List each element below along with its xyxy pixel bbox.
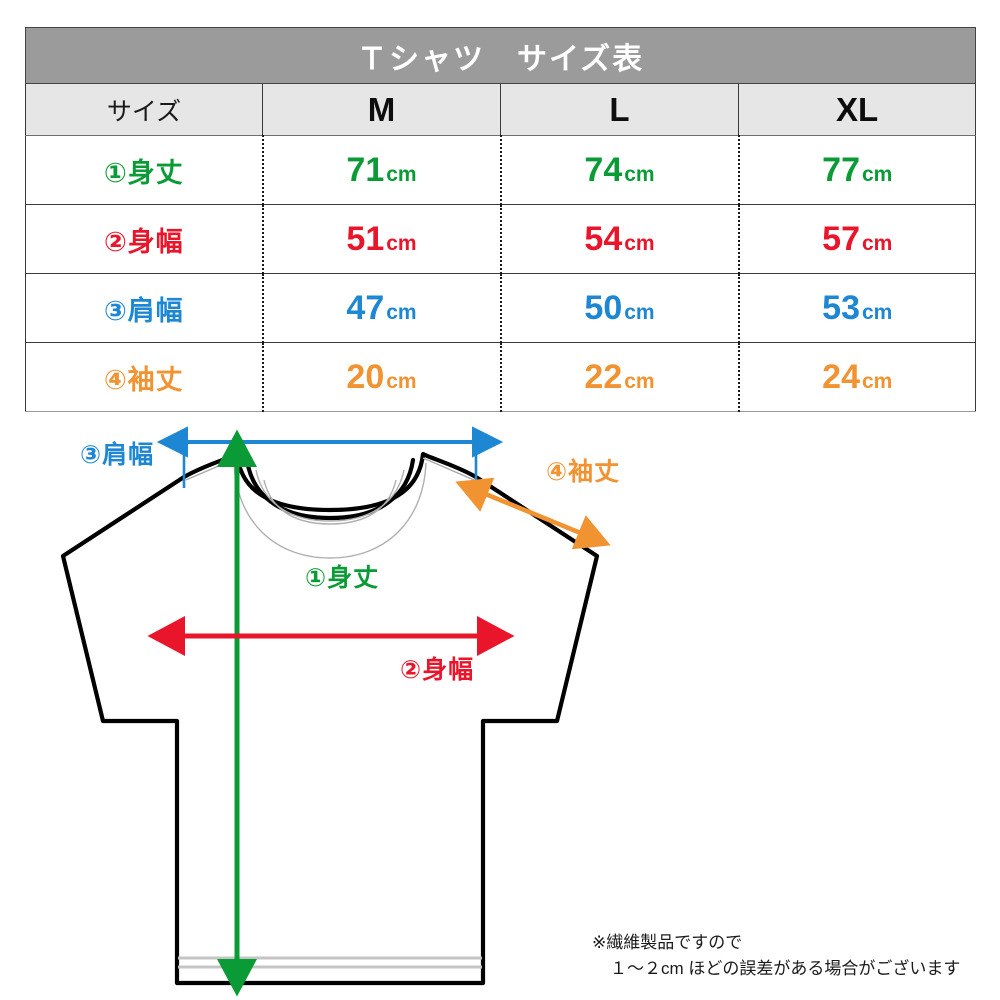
table-row: ①身丈 71cm 74cm 77cm: [25, 135, 977, 205]
value-cell-length-l: 74cm: [500, 135, 740, 205]
value-unit: cm: [624, 300, 655, 324]
value-cell-width-l: 54cm: [500, 204, 740, 274]
measure-name-shoulder: ③肩幅: [103, 295, 184, 326]
value-unit: cm: [386, 369, 417, 393]
value-cell-width-xl: 57cm: [738, 204, 977, 274]
value-number: 77: [822, 150, 860, 189]
value-number: 51: [346, 219, 385, 258]
value-unit: cm: [624, 162, 655, 186]
footnote-line-2: １〜２cm ほどの誤差がある場合がございます: [610, 959, 961, 979]
row-name-cell: ③肩幅: [25, 273, 264, 343]
value-number: 71: [346, 150, 385, 189]
sleeve-length-measure-arrow: [455, 477, 611, 550]
measure-name-length: ①身丈: [103, 157, 184, 188]
value-number: 54: [584, 219, 623, 258]
value-cell-sleeve-m: 20cm: [262, 342, 502, 412]
value-number: 24: [822, 357, 860, 396]
size-chart-table: Ｔシャツ サイズ表 サイズ M L XL ①身丈 71cm: [24, 27, 977, 412]
value-unit: cm: [624, 369, 655, 393]
collar-rib: [244, 457, 416, 521]
value-unit: cm: [862, 162, 893, 186]
header-cell-size-l: L: [500, 83, 739, 136]
tshirt-illustration-svg: [60, 426, 611, 997]
row-name-cell: ②身幅: [25, 204, 264, 274]
header-size-m: M: [367, 90, 396, 128]
collar-inner-lines: [233, 462, 427, 559]
value-unit: cm: [386, 162, 417, 186]
value-cell-sleeve-l: 22cm: [500, 342, 740, 412]
header-cell-size-xl: XL: [737, 83, 977, 136]
value-number: 57: [822, 219, 860, 258]
footnote-line-1: ※繊維製品ですので: [592, 933, 743, 952]
measure-name-width: ②身幅: [103, 226, 184, 257]
tshirt-outline: [60, 451, 600, 986]
measure-name-sleeve: ④袖丈: [103, 364, 184, 395]
value-cell-shoulder-m: 47cm: [262, 273, 502, 343]
table-header-row: サイズ M L XL: [25, 83, 977, 136]
value-number: 53: [822, 288, 860, 327]
value-number: 47: [346, 288, 385, 327]
value-cell-shoulder-l: 50cm: [500, 273, 740, 343]
value-cell-shoulder-xl: 53cm: [738, 273, 977, 343]
tshirt-diagram: [0, 418, 1000, 1000]
diagram-label-shoulder: ③肩幅: [80, 441, 155, 469]
value-unit: cm: [862, 300, 893, 324]
diagram-label-body-length: ①身丈: [305, 564, 380, 592]
header-size-l: L: [609, 90, 630, 128]
value-number: 22: [584, 357, 623, 396]
value-cell-sleeve-xl: 24cm: [738, 342, 977, 412]
table-row: ③肩幅 47cm 50cm 53cm: [25, 273, 977, 343]
value-unit: cm: [862, 369, 893, 393]
table-title: Ｔシャツ サイズ表: [24, 27, 977, 84]
table-title-row: Ｔシャツ サイズ表: [24, 27, 977, 84]
row-name-cell: ①身丈: [25, 135, 264, 205]
diagram-label-sleeve: ④袖丈: [546, 458, 621, 486]
value-number: 20: [346, 357, 385, 396]
value-number: 50: [584, 288, 623, 327]
header-size-xl: XL: [835, 90, 879, 128]
value-number: 74: [584, 150, 623, 189]
header-cell-label: サイズ: [25, 83, 263, 136]
value-unit: cm: [862, 231, 893, 255]
value-cell-length-m: 71cm: [262, 135, 502, 205]
table-row: ④袖丈 20cm 22cm 24cm: [25, 342, 977, 412]
value-cell-width-m: 51cm: [262, 204, 502, 274]
value-unit: cm: [624, 231, 655, 255]
table-row: ②身幅 51cm 54cm 57cm: [25, 204, 977, 274]
footnote: ※繊維製品ですので １〜２cm ほどの誤差がある場合がございます: [592, 930, 960, 983]
header-label-text: サイズ: [106, 97, 182, 126]
header-cell-size-m: M: [262, 83, 501, 136]
value-unit: cm: [386, 231, 417, 255]
row-name-cell: ④袖丈: [25, 342, 264, 412]
diagram-label-body-width: ②身幅: [400, 656, 475, 684]
value-unit: cm: [386, 300, 417, 324]
value-cell-length-xl: 77cm: [738, 135, 977, 205]
